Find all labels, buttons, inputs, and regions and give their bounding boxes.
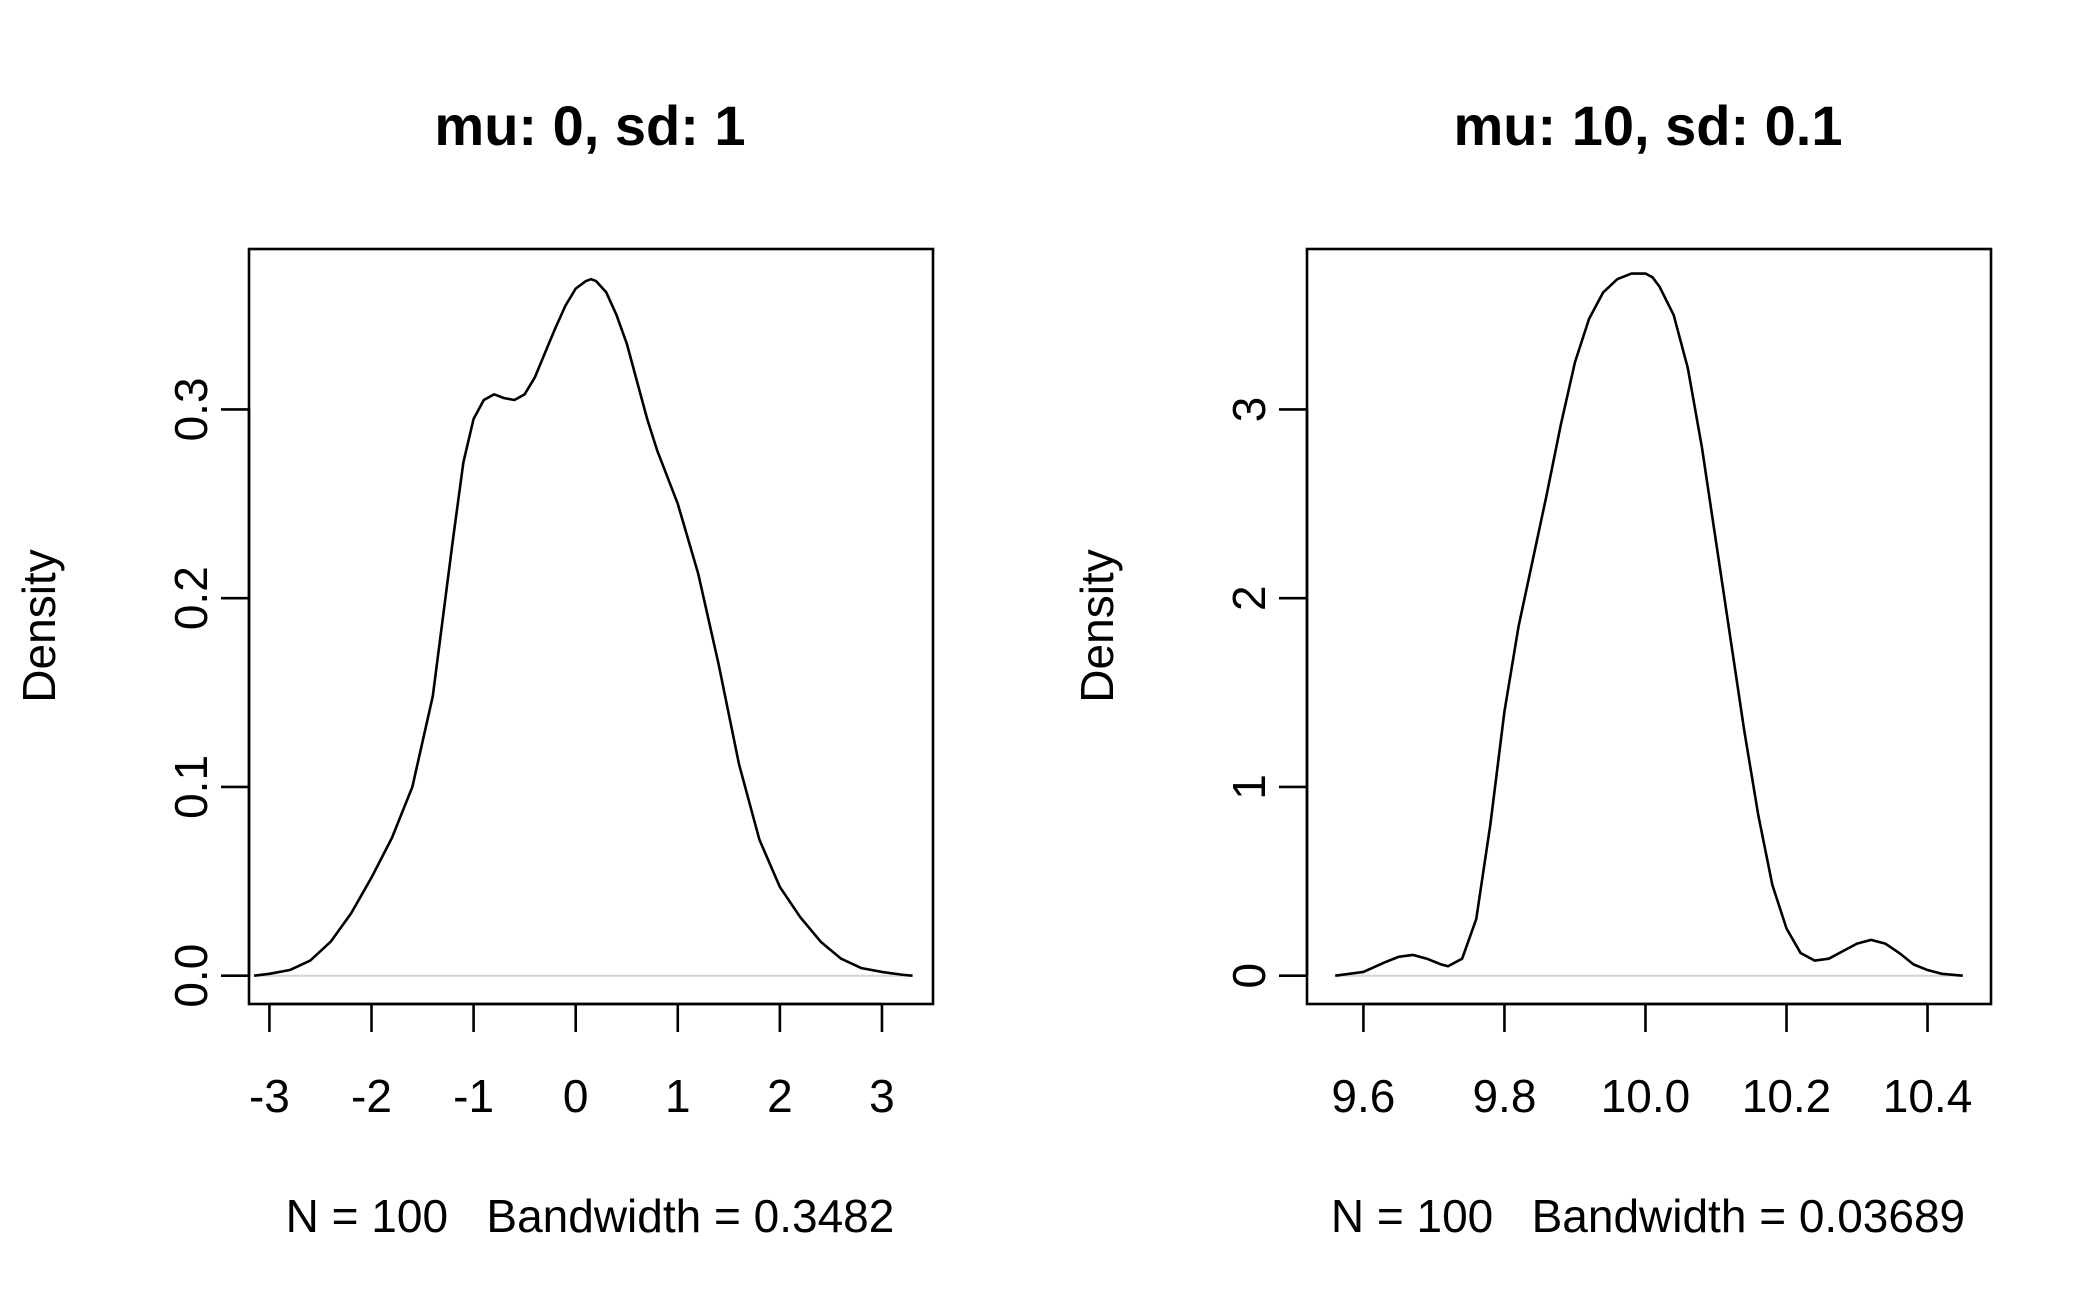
y-tick-label: 0.0: [165, 944, 217, 1008]
panel-1-x-axis: -3 -2 -1 0 1 2 3: [249, 1002, 895, 1122]
x-tick-label: 0: [563, 1070, 589, 1122]
y-tick-label: 0.3: [165, 377, 217, 441]
x-tick-label: 10.4: [1883, 1070, 1973, 1122]
y-tick-label: 0.2: [165, 566, 217, 630]
y-tick-label: 0.1: [165, 755, 217, 819]
x-tick-label: -3: [249, 1070, 290, 1122]
density-panel-2: mu: 10, sd: 0.1 9.6 9.8 10.0 10.2 10.4 0123 …: [1071, 94, 1993, 1242]
x-tick-label: 3: [869, 1070, 895, 1122]
x-tick-label: 9.6: [1331, 1070, 1395, 1122]
y-tick-label: 1: [1223, 774, 1275, 800]
panel-2-y-axis: 0 1 2 3: [1223, 397, 1309, 989]
panel-1-density-line: [253, 277, 913, 977]
density-panel-1: mu: 0, sd: 1 -3 -2 -1 0 1 2 3 0.0 0.1 0.2 0.3 Den…: [13, 94, 935, 1242]
panel-1-y-axis-label: Density: [13, 549, 65, 702]
panel-2-title: mu: 10, sd: 0.1: [1453, 94, 1842, 157]
panel-2-x-axis: 9.6 9.8 10.0 10.2 10.4: [1331, 1002, 1973, 1122]
x-tick-label: -1: [453, 1070, 494, 1122]
panel-2-y-axis-label: Density: [1071, 549, 1123, 702]
x-tick-label: 1: [665, 1070, 691, 1122]
panel-1-plot-frame: [247, 247, 935, 1006]
x-tick-label: -2: [351, 1070, 392, 1122]
panel-1-x-axis-label: N = 100 Bandwidth = 0.3482: [286, 1190, 895, 1242]
x-tick-label: 10.2: [1742, 1070, 1832, 1122]
panel-2-plot-frame: [1305, 247, 1993, 1006]
panel-1-y-axis: 0.0 0.1 0.2 0.3: [165, 377, 251, 1008]
panel-2-x-axis-label: N = 100 Bandwidth = 0.03689: [1331, 1190, 1965, 1242]
x-tick-label: 2: [767, 1070, 793, 1122]
y-tick-label: 2: [1223, 585, 1275, 611]
panel-2-density-line: [1335, 272, 1963, 977]
x-tick-label: 10.0: [1601, 1070, 1691, 1122]
x-tick-label: 9.8: [1472, 1070, 1536, 1122]
y-tick-label: 3: [1223, 397, 1275, 423]
panel-1-title: mu: 0, sd: 1: [434, 94, 745, 157]
y-tick-label: 0: [1223, 963, 1275, 989]
